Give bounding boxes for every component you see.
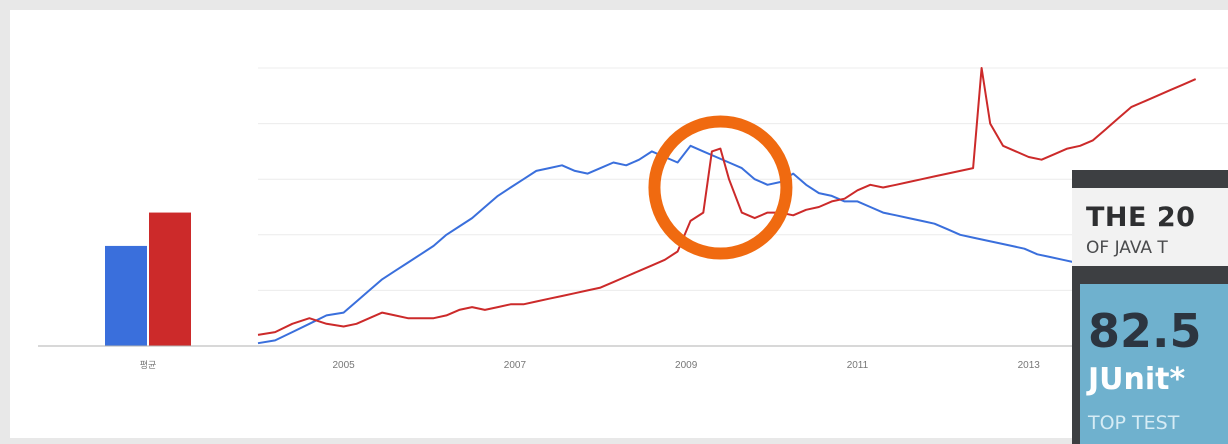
- x-tick-label: 2013: [1018, 360, 1041, 371]
- x-tick-labels: 2005 2007 2009 2011 2013: [333, 360, 1041, 371]
- average-label: 평균: [140, 360, 157, 371]
- x-tick-label: 2007: [504, 360, 527, 371]
- infographic-caption: TOP TEST: [1088, 412, 1180, 434]
- x-tick-label: 2011: [847, 360, 869, 371]
- x-tick-label: 2009: [675, 360, 698, 371]
- series-line: [257, 144, 1196, 345]
- average-bars: 평균: [105, 212, 191, 371]
- average-bar: [149, 212, 191, 346]
- infographic-stat-panel: 82.5 JUnit* TOP TEST: [1080, 284, 1228, 444]
- highlight-annotation: [648, 115, 793, 260]
- x-tick-label: 2005: [333, 360, 356, 371]
- infographic-title: THE 20: [1086, 202, 1196, 233]
- chart-frame: [10, 10, 1228, 438]
- infographic-card: THE 20 OF JAVA T 82.5 JUnit* TOP TEST: [1072, 170, 1228, 444]
- infographic-tool-name: JUnit*: [1088, 362, 1186, 397]
- average-bar: [105, 245, 147, 346]
- highlight-circle: [648, 115, 793, 260]
- infographic-header: THE 20 OF JAVA T: [1072, 188, 1228, 266]
- series-line: [257, 67, 1197, 336]
- infographic-subtitle: OF JAVA T: [1086, 238, 1168, 258]
- infographic-percent: 82.5: [1088, 304, 1202, 358]
- series-lines: [257, 67, 1197, 345]
